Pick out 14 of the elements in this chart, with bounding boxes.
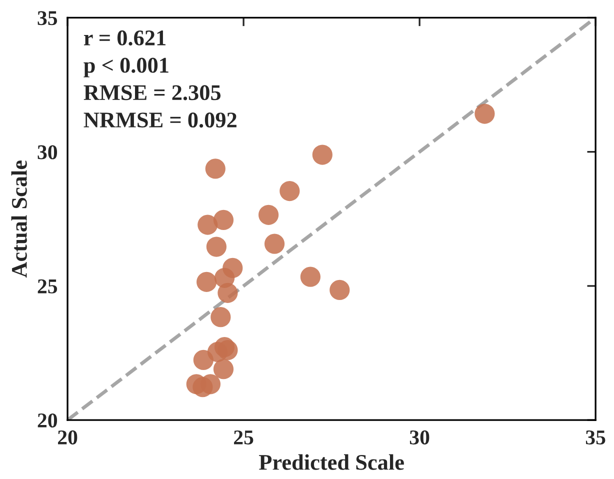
y-tick-label: 30 bbox=[38, 145, 58, 160]
x-axis-title: Predicted Scale bbox=[259, 454, 404, 470]
y-tick-label: 20 bbox=[38, 413, 58, 428]
x-tick-label: 30 bbox=[410, 430, 430, 444]
x-tick-label: 35 bbox=[586, 430, 606, 444]
annotation: p < 0.001 bbox=[84, 58, 168, 78]
y-tick-label: 35 bbox=[38, 11, 58, 26]
y-axis-title: Actual Scale bbox=[11, 160, 27, 278]
annotation: NRMSE = 0.092 bbox=[84, 112, 236, 128]
y-tick-label: 25 bbox=[38, 279, 58, 294]
x-tick-label: 20 bbox=[58, 430, 78, 444]
annotation: r = 0.621 bbox=[84, 30, 166, 46]
x-tick-label: 25 bbox=[234, 430, 254, 444]
annotation: RMSE = 2.305 bbox=[84, 85, 221, 100]
